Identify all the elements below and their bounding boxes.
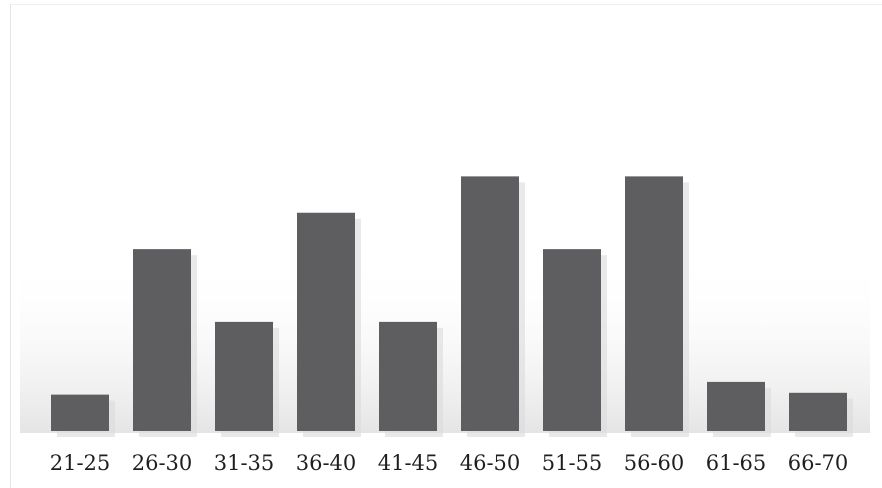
bar-21-25: [51, 394, 109, 431]
bars-group: [51, 176, 853, 437]
bar-31-35: [215, 321, 273, 431]
x-tick-label: 26-30: [132, 451, 193, 475]
chart-border: [10, 4, 882, 488]
x-tick-label: 21-25: [50, 451, 111, 475]
x-tick-label: 61-65: [706, 451, 767, 475]
x-tick-label: 51-55: [542, 451, 603, 475]
x-tick-label: 56-60: [624, 451, 685, 475]
bar-26-30: [133, 249, 191, 431]
bar-66-70: [789, 392, 847, 431]
x-tick-label: 36-40: [296, 451, 357, 475]
x-tick-label: 41-45: [378, 451, 439, 475]
x-tick-label: 31-35: [214, 451, 275, 475]
bar-46-50: [461, 176, 519, 431]
bar-41-45: [379, 321, 437, 431]
bar-61-65: [707, 381, 765, 431]
x-tick-label: 46-50: [460, 451, 521, 475]
x-tick-label: 66-70: [788, 451, 849, 475]
tick-labels-group: 21-25 26-30 31-35 36-40 41-45 46-50 51-55 56-60…: [50, 451, 849, 475]
bar-51-55: [543, 249, 601, 431]
bar-36-40: [297, 212, 355, 431]
bar-56-60: [625, 176, 683, 431]
